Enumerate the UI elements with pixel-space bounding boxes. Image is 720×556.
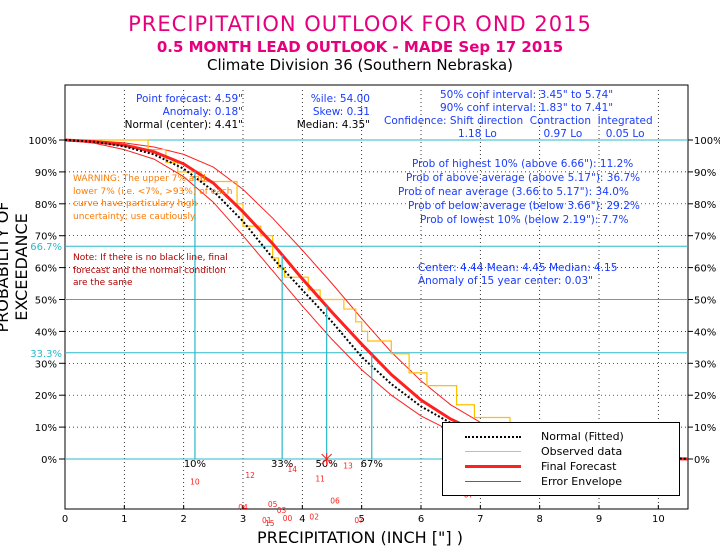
x-tick-label: 9: [596, 514, 602, 525]
legend-label-normal: Normal (Fitted): [541, 430, 624, 443]
forecast-point-marker: [321, 453, 333, 465]
region-title: Climate Division 36 (Southern Nebraska): [206, 56, 513, 74]
y-tick-label-left: 80%: [35, 200, 57, 211]
year-label: 01: [262, 516, 272, 525]
percentile-marker-label: 10%: [184, 459, 206, 470]
legend-item-observed: Observed data: [443, 445, 679, 460]
x-tick-label: 6: [418, 514, 424, 525]
year-label: 11: [315, 474, 325, 483]
y-tick-label-left: 70%: [35, 232, 57, 243]
y-tick-label-right: 60%: [694, 264, 716, 275]
conf-interval-90: 90% conf interval: 1.83" to 7.41": [440, 102, 614, 114]
note-text: Note: If there is no black line, final f…: [73, 253, 228, 288]
year-label: 00: [283, 514, 293, 523]
y-tick-label-left: 60%: [35, 264, 57, 275]
tercile-label: 33.3%: [30, 349, 62, 360]
y-tick-label-left: 10%: [35, 423, 57, 434]
y-tick-label-right: 10%: [694, 423, 716, 434]
x-tick-label: 4: [299, 514, 305, 525]
x-tick-label: 7: [477, 514, 483, 525]
observed-data-line: [65, 139, 600, 459]
warning-text: WARNING: The upper 7% and lower 7% (i.e.…: [73, 174, 233, 222]
y-tick-label-right: 20%: [694, 391, 716, 402]
y-tick-label-left: 40%: [35, 327, 57, 338]
x-tick-label: 3: [240, 514, 246, 525]
prob-highest-10: Prob of highest 10% (above 6.66"): 11.2%: [412, 158, 634, 170]
y-axis-label: PROBABILITY OF EXCEEDANCE: [0, 201, 31, 333]
y-tick-label-right: 30%: [694, 359, 716, 370]
skew: Skew: 0.31: [312, 106, 370, 118]
year-label: 14: [287, 465, 297, 474]
x-tick-label: 1: [121, 514, 127, 525]
chart-title: PRECIPITATION OUTLOOK FOR OND 2015: [128, 12, 592, 36]
legend-item-final: Final Forecast: [443, 460, 679, 475]
year-label: 04: [238, 503, 248, 512]
y-tick-label-right: 70%: [694, 232, 716, 243]
y-tick-label-left: 0%: [41, 455, 57, 466]
year-label: 06: [330, 497, 340, 506]
y-tick-label-left: 30%: [35, 359, 57, 370]
confidence-header: Confidence: Shift direction Contraction …: [384, 115, 653, 127]
x-tick-label: 2: [180, 514, 186, 525]
legend-swatch-final: [465, 465, 521, 468]
x-tick-label: 5: [358, 514, 364, 525]
x-tick-label: 0: [62, 514, 68, 525]
year-label: 13: [343, 462, 353, 471]
y-tick-label-right: 0%: [694, 455, 710, 466]
center-anomaly: Anomaly of 15 year center: 0.03": [418, 275, 593, 287]
year-label: 02: [309, 513, 319, 522]
year-label: 15: [265, 519, 275, 528]
normal-center: Normal (center): 4.41": [124, 119, 243, 131]
year-label: 0?: [354, 516, 363, 525]
prob-near-average: Prob of near average (3.66 to 5.17"): 34…: [398, 186, 629, 198]
x-tick-label: 8: [536, 514, 542, 525]
percentile-marker-label: 67%: [361, 459, 383, 470]
legend-item-normal: Normal (Fitted): [443, 430, 679, 445]
legend-swatch-envelope: [465, 481, 521, 482]
prob-below-average: Prob of below average (below 3.66"): 29.…: [408, 200, 640, 212]
median: Median: 4.35": [296, 119, 370, 131]
legend: Normal (Fitted) Observed data Final Fore…: [442, 422, 680, 496]
y-tick-label-left: 90%: [35, 168, 57, 179]
year-label: 12: [245, 471, 255, 480]
prob-above-average: Prob of above average (above 5.17"): 36.…: [406, 172, 641, 184]
legend-item-envelope: Error Envelope: [443, 475, 679, 490]
y-tick-label-right: 100%: [694, 136, 720, 147]
conf-interval-50: 50% conf interval: 3.45" to 5.74": [440, 89, 614, 101]
x-axis-label: PRECIPITATION (INCH ["] ): [257, 528, 463, 547]
legend-swatch-observed: [465, 451, 521, 452]
anomaly: Anomaly: 0.18": [162, 106, 243, 118]
y-tick-label-right: 50%: [694, 296, 716, 307]
prob-lowest-10: Prob of lowest 10% (below 2.19"): 7.7%: [420, 214, 629, 226]
y-tick-label-right: 40%: [694, 327, 716, 338]
legend-label-envelope: Error Envelope: [541, 475, 623, 488]
y-tick-label-left: 50%: [35, 296, 57, 307]
confidence-values: 1.18 Lo 0.97 Lo 0.05 Lo: [458, 128, 645, 140]
legend-label-observed: Observed data: [541, 445, 623, 458]
legend-label-final: Final Forecast: [541, 460, 617, 473]
y-tick-label-left: 20%: [35, 391, 57, 402]
plot-frame: [64, 84, 689, 510]
y-tick-label-left: 100%: [28, 136, 57, 147]
center-stats: Center: 4.44 Mean: 4.45 Median: 4.15: [418, 262, 618, 274]
year-label: 05: [268, 500, 278, 509]
x-tick-label: 10: [652, 514, 665, 525]
legend-swatch-normal: [465, 436, 521, 438]
y-tick-label-right: 80%: [694, 200, 716, 211]
chart-subtitle: 0.5 MONTH LEAD OUTLOOK - MADE Sep 17 201…: [156, 38, 564, 56]
year-label: 10: [190, 478, 200, 487]
y-tick-label-right: 90%: [694, 168, 716, 179]
year-label: 03: [277, 506, 287, 515]
tercile-label: 66.7%: [30, 242, 62, 253]
point-forecast: Point forecast: 4.59": [136, 93, 243, 105]
percentile: %ile: 54.00: [310, 93, 370, 105]
percentile-marker-label: 33%: [271, 459, 293, 470]
